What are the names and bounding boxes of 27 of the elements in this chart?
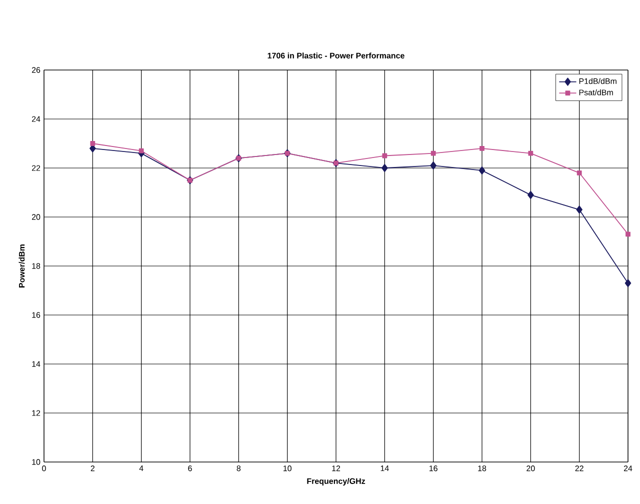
x-tick-label: 22 <box>575 466 584 472</box>
y-tick-label: 20 <box>32 214 40 220</box>
y-tick-label: 14 <box>32 361 40 367</box>
x-tick-label: 8 <box>236 466 241 472</box>
x-tick-label: 4 <box>139 466 144 472</box>
x-tick-label: 18 <box>478 466 486 472</box>
x-tick-label: 10 <box>283 466 292 472</box>
y-tick-label: 18 <box>32 263 40 269</box>
y-tick-label: 22 <box>32 165 40 171</box>
y-tick-label: 26 <box>32 67 40 73</box>
x-tick-label: 0 <box>42 466 46 472</box>
y-axis-title: Power/dBm <box>18 244 25 288</box>
x-tick-label: 2 <box>90 466 94 472</box>
y-tick-label: 10 <box>32 459 40 465</box>
y-tick-label: 12 <box>32 410 40 416</box>
x-tick-label: 20 <box>526 466 535 472</box>
y-tick-label: 24 <box>32 116 40 122</box>
x-tick-label: 6 <box>188 466 192 472</box>
x-tick-label: 24 <box>624 466 632 472</box>
legend-label: Psat/dBm <box>579 89 613 96</box>
x-axis-title: Frequency/GHz <box>307 478 366 486</box>
chart-title: 1706 in Plastic - Power Performance <box>268 52 404 58</box>
x-tick-label: 14 <box>380 466 389 472</box>
x-tick-label: 12 <box>332 466 340 472</box>
legend-label: P1dB/dBm <box>579 78 616 84</box>
y-tick-label: 16 <box>32 312 40 318</box>
x-tick-label: 16 <box>429 466 438 472</box>
